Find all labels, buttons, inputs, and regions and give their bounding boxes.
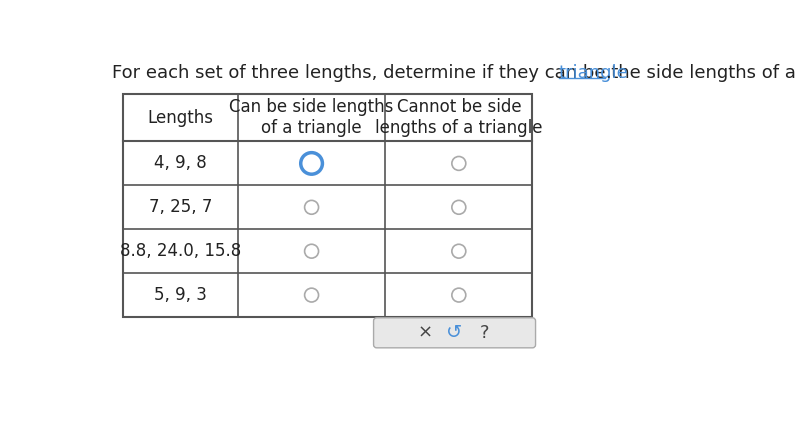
FancyBboxPatch shape (374, 318, 535, 348)
Circle shape (305, 244, 318, 258)
Text: 7, 25, 7: 7, 25, 7 (149, 198, 212, 216)
Text: ↺: ↺ (446, 323, 462, 342)
Text: .: . (606, 64, 611, 82)
Circle shape (305, 200, 318, 214)
Text: For each set of three lengths, determine if they can be the side lengths of a: For each set of three lengths, determine… (112, 64, 800, 82)
Circle shape (305, 288, 318, 302)
Text: ×: × (418, 324, 433, 342)
Circle shape (452, 157, 466, 170)
Text: Can be side lengths
of a triangle: Can be side lengths of a triangle (230, 98, 394, 137)
Text: Lengths: Lengths (148, 108, 214, 127)
Bar (123, 94, 533, 317)
Circle shape (452, 288, 466, 302)
Text: 4, 9, 8: 4, 9, 8 (154, 154, 207, 172)
Circle shape (452, 200, 466, 214)
Circle shape (452, 244, 466, 258)
Text: Cannot be side
lengths of a triangle: Cannot be side lengths of a triangle (375, 98, 542, 137)
Text: 5, 9, 3: 5, 9, 3 (154, 286, 207, 304)
Text: 8.8, 24.0, 15.8: 8.8, 24.0, 15.8 (120, 242, 242, 260)
Circle shape (301, 153, 322, 174)
Text: triangle: triangle (558, 64, 629, 82)
Text: ?: ? (479, 324, 489, 342)
